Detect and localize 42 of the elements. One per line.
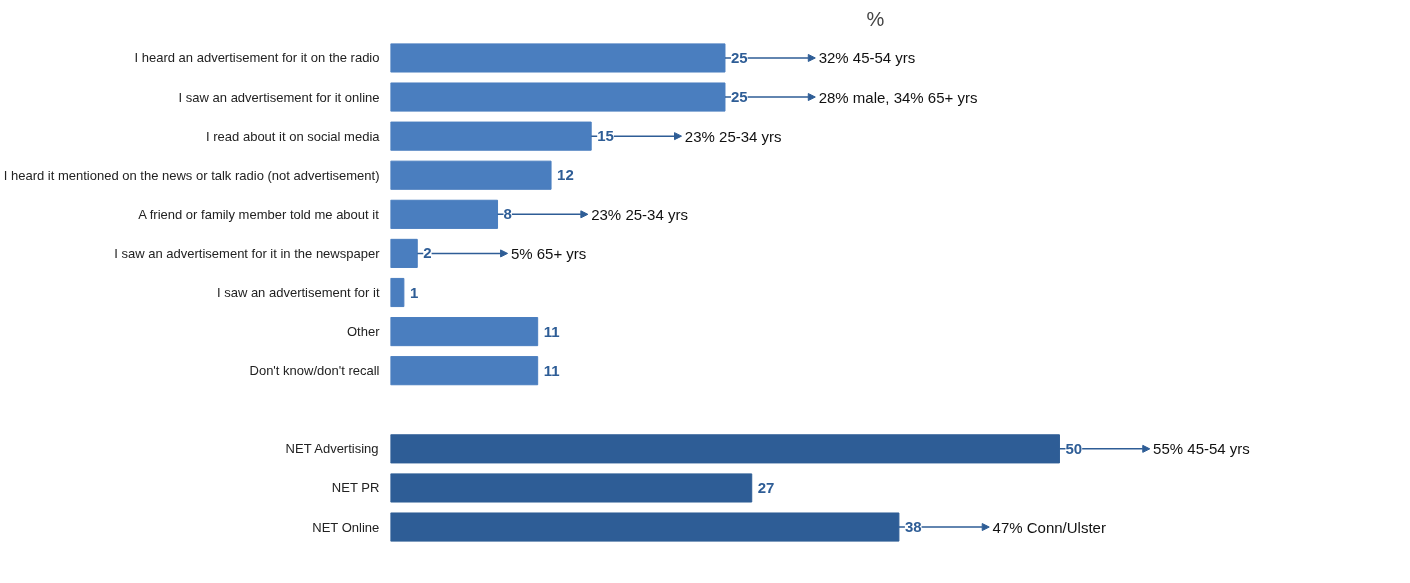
data-label: 11: [543, 322, 560, 340]
y-tick-label: I saw an advertisement for it in the newspaper: [114, 245, 381, 261]
y-tick-label: I heard it mentioned on the news or talk radio (not advertisement): [3, 167, 380, 183]
annotation: 32% 45-54 yrs: [818, 49, 916, 67]
bar: [390, 356, 539, 386]
data-label: 25: [730, 48, 748, 66]
data-label: 15: [597, 127, 614, 145]
y-tick-label: Other: [346, 324, 381, 340]
y-tick-label: NET Advertising: [285, 441, 379, 457]
y-tick-label: I read about it on social media: [206, 128, 381, 144]
data-label: 25: [730, 88, 748, 106]
annotation: 47% Conn/Ulster: [992, 518, 1106, 536]
y-tick-label: I saw an advertisement for it: [216, 285, 380, 300]
annotation: 28% male, 34% 65+ yrs: [818, 88, 978, 106]
data-label: 1: [409, 283, 419, 301]
bar: [390, 277, 405, 308]
y-tick-label: NET PR: [331, 480, 380, 496]
y-tick-label: I heard an advertisement for it on the radio: [134, 50, 380, 66]
data-label: 11: [543, 361, 560, 379]
bar: [390, 473, 753, 503]
annotation: 55% 45-54 yrs: [1153, 440, 1250, 458]
data-label: 8: [503, 205, 512, 223]
annotation: 23% 25-34 yrs: [591, 205, 688, 223]
y-tick-label: I saw an advertisement for it online: [178, 89, 380, 105]
data-label: 38: [904, 518, 922, 536]
bar: [390, 160, 552, 190]
data-label: 50: [1065, 439, 1083, 457]
y-tick-label: NET Online: [312, 519, 380, 535]
y-tick-label: Don't know/don't recall: [249, 363, 380, 379]
annotation: 5% 65+ yrs: [510, 244, 587, 262]
annotation: 23% 25-34 yrs: [684, 127, 782, 145]
data-label: 12: [557, 166, 574, 184]
chart-title: %: [866, 7, 885, 30]
y-tick-label: A friend or family member told me about it: [138, 206, 380, 222]
bar: [390, 238, 418, 268]
bar: [390, 43, 726, 73]
bar: [390, 121, 592, 151]
data-label: 27: [757, 478, 775, 496]
bar: [390, 82, 726, 112]
data-label: 2: [423, 244, 432, 262]
bar: [390, 199, 499, 229]
bar: [390, 317, 539, 347]
